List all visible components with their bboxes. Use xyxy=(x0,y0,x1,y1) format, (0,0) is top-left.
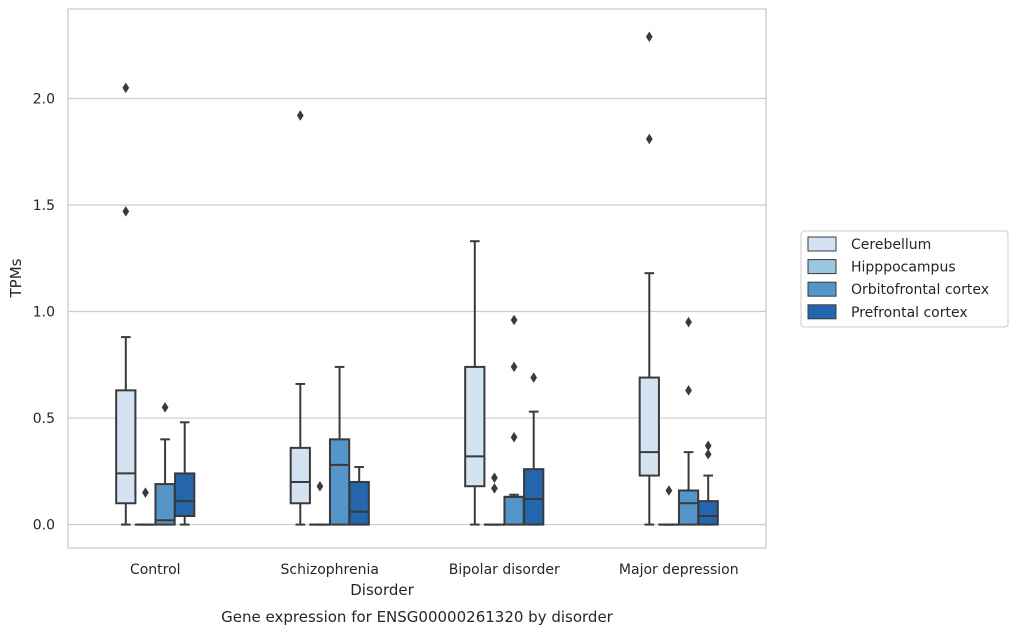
gridlines xyxy=(68,97,766,526)
box-plot xyxy=(697,440,719,526)
plot-area-frame xyxy=(67,8,767,549)
outlier-point xyxy=(122,206,130,217)
legend-label: Prefrontal cortex xyxy=(851,305,968,321)
box-plot xyxy=(154,402,176,526)
outlier-point xyxy=(510,431,518,443)
outlier-point xyxy=(142,487,149,498)
box-plot xyxy=(289,110,311,526)
legend-swatch xyxy=(807,281,837,297)
outlier-point xyxy=(685,316,692,328)
legend-label: Orbitofrontal cortex xyxy=(851,282,989,298)
x-tick-label: Major depression xyxy=(619,562,739,578)
legend-swatch xyxy=(807,304,837,320)
y-axis-label: TPMs xyxy=(7,258,25,298)
iqr-box xyxy=(697,500,719,526)
outlier-point xyxy=(665,485,673,496)
y-tick-label: 1.5 xyxy=(33,198,55,214)
iqr-box xyxy=(503,495,525,526)
iqr-box xyxy=(174,472,196,518)
box-plot xyxy=(348,466,370,526)
y-tick-labels: 0.0 0.5 1.0 1.5 2.0 xyxy=(33,91,55,533)
outlier-point xyxy=(704,449,712,460)
y-tick-label: 0.5 xyxy=(33,411,55,427)
iqr-box xyxy=(523,468,545,526)
y-tick-label: 1.0 xyxy=(33,305,55,321)
outlier-point xyxy=(645,31,653,42)
box-plot xyxy=(115,82,137,526)
legend-swatch xyxy=(807,259,837,275)
iqr-box xyxy=(464,365,486,488)
outlier-point xyxy=(161,402,169,413)
outlier-point xyxy=(510,361,518,373)
box-plot xyxy=(523,372,545,526)
iqr-box xyxy=(289,446,311,505)
box-plot xyxy=(309,480,331,526)
outlier-point xyxy=(704,440,712,451)
iqr-box xyxy=(348,480,370,526)
chart-caption: Gene expression for ENSG00000261320 by d… xyxy=(221,608,614,626)
box-plot xyxy=(503,314,525,526)
legend-swatch xyxy=(807,236,837,252)
outlier-point xyxy=(296,110,304,121)
box-plot xyxy=(464,240,486,526)
legend-label: Hipppocampus xyxy=(851,260,956,276)
outlier-point xyxy=(491,483,498,494)
iqr-box xyxy=(115,389,137,505)
legend: Cerebellum Hipppocampus Orbitofrontal cort… xyxy=(800,230,1009,328)
box-plot xyxy=(134,487,157,526)
legend-frame xyxy=(800,230,1009,328)
x-tick-label: Control xyxy=(130,562,181,578)
outlier-point xyxy=(645,133,653,145)
outlier-point xyxy=(122,82,130,94)
outlier-point xyxy=(530,372,538,383)
box-plot xyxy=(677,316,700,526)
outlier-point xyxy=(316,480,324,492)
x-tick-label: Schizophrenia xyxy=(281,562,379,578)
box-plot xyxy=(483,472,506,526)
iqr-box xyxy=(638,376,660,477)
x-tick-labels: Control Schizophrenia Bipolar disorder Majo… xyxy=(130,562,739,578)
y-tick-label: 2.0 xyxy=(33,91,55,107)
outlier-point xyxy=(491,472,498,483)
iqr-box xyxy=(328,438,351,526)
x-tick-label: Bipolar disorder xyxy=(449,562,560,578)
box-plot xyxy=(174,421,196,526)
outlier-point xyxy=(685,385,692,396)
y-tick-label: 0.0 xyxy=(33,518,55,534)
box-plot xyxy=(658,485,680,526)
iqr-box xyxy=(677,489,700,526)
box-plots xyxy=(115,31,719,526)
outlier-point xyxy=(510,314,518,326)
box-plot xyxy=(328,365,351,526)
x-axis-label: Disorder xyxy=(350,581,414,599)
box-plot xyxy=(638,31,660,526)
iqr-box xyxy=(154,483,176,526)
legend-label: Cerebellum xyxy=(851,237,931,253)
